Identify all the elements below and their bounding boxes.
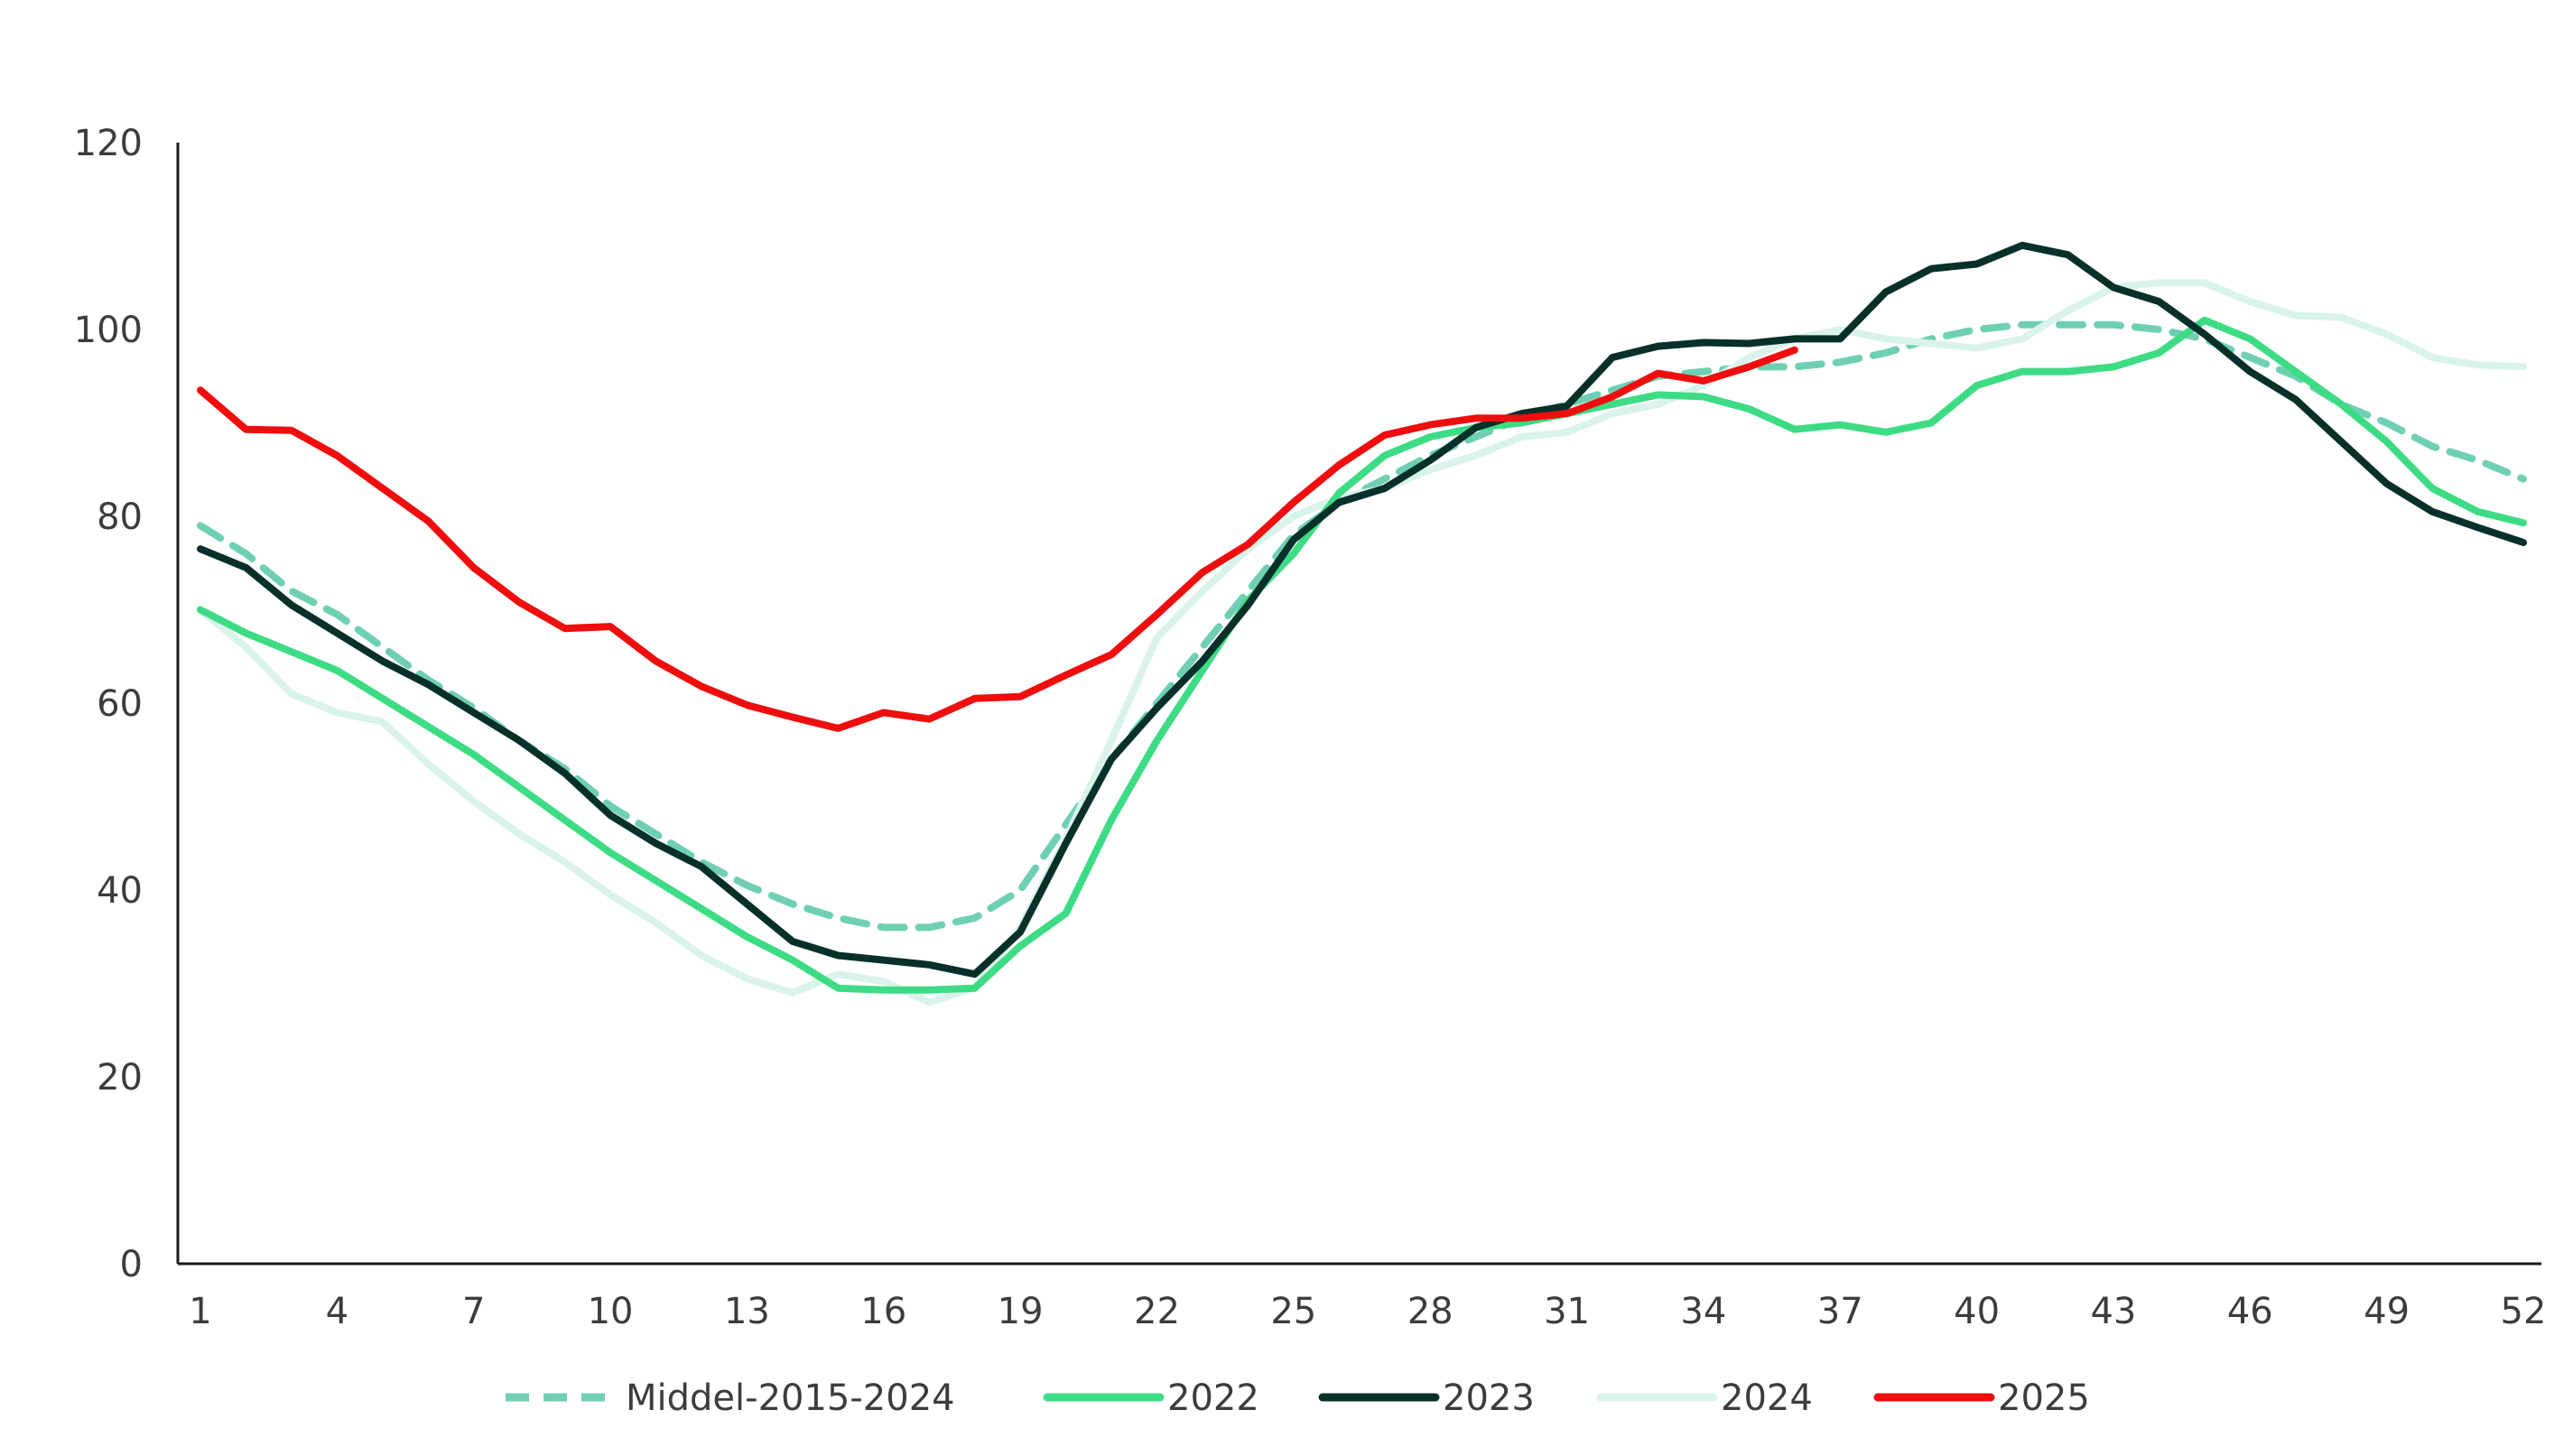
y-tick-label: 40 xyxy=(97,870,143,912)
series-line-2022 xyxy=(197,316,2527,994)
x-tick-label: 28 xyxy=(1407,1291,1454,1332)
series-line-2025 xyxy=(197,346,1798,732)
x-tick-label: 22 xyxy=(1134,1291,1180,1332)
legend-label: 2025 xyxy=(1998,1377,2090,1419)
legend-label: 2023 xyxy=(1443,1377,1535,1419)
x-tick-label: 31 xyxy=(1544,1291,1590,1332)
y-tick-label: 120 xyxy=(74,123,143,164)
legend-label: 2022 xyxy=(1167,1377,1259,1419)
x-tick-label: 46 xyxy=(2227,1291,2273,1332)
y-axis-ticks: 0 20 40 60 80 100 120 xyxy=(74,123,143,1285)
series-line-middel-2015-2024 xyxy=(197,320,2527,932)
x-tick-label: 10 xyxy=(588,1291,634,1332)
x-tick-label: 25 xyxy=(1270,1291,1316,1332)
x-tick-label: 16 xyxy=(860,1291,906,1332)
x-axis-ticks: 1 4 7 10 13 16 19 22 25 28 31 34 37 40 43 46 49 52 xyxy=(189,1291,2546,1332)
y-tick-label: 60 xyxy=(97,683,143,725)
x-tick-label: 34 xyxy=(1680,1291,1726,1332)
x-tick-label: 37 xyxy=(1817,1291,1863,1332)
x-tick-label: 19 xyxy=(998,1291,1044,1332)
x-tick-label: 49 xyxy=(2364,1291,2410,1332)
y-tick-label: 100 xyxy=(74,310,143,351)
legend: Middel-2015-2024 2022 2023 2024 2025 xyxy=(506,1377,2090,1419)
x-tick-label: 43 xyxy=(2090,1291,2136,1332)
y-tick-label: 0 xyxy=(120,1244,143,1285)
series-line-2023 xyxy=(197,241,2527,978)
y-tick-label: 80 xyxy=(97,496,143,538)
x-tick-label: 52 xyxy=(2501,1291,2547,1332)
legend-label: 2024 xyxy=(1721,1377,1813,1419)
x-tick-label: 7 xyxy=(462,1291,485,1332)
series-layer xyxy=(197,241,2527,1006)
legend-label: Middel-2015-2024 xyxy=(626,1377,955,1419)
y-tick-label: 20 xyxy=(97,1057,143,1099)
x-tick-label: 4 xyxy=(326,1291,348,1332)
series-line-2024 xyxy=(197,279,2527,1006)
x-tick-label: 1 xyxy=(189,1291,211,1332)
x-tick-label: 13 xyxy=(724,1291,770,1332)
x-tick-label: 40 xyxy=(1954,1291,2000,1332)
